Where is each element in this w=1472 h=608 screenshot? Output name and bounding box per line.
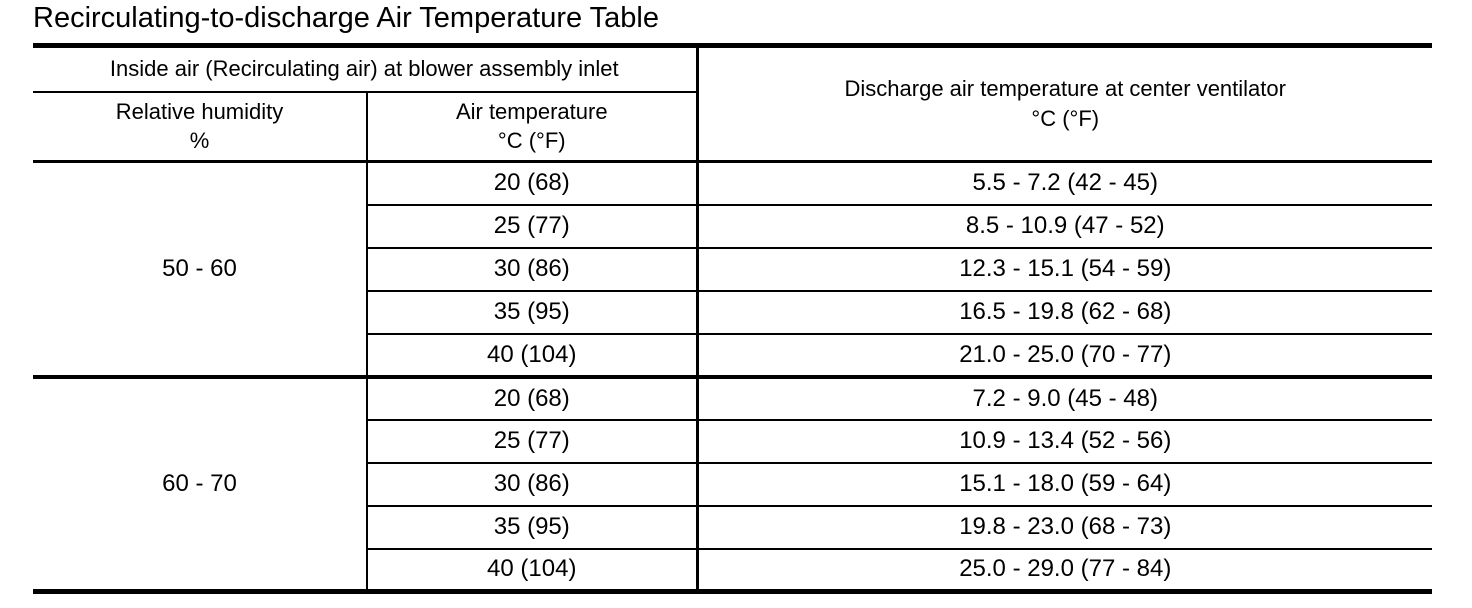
- table-row: 35 (95) 19.8 - 23.0 (68 - 73): [33, 505, 1432, 550]
- header-inside-air: Inside air (Recirculating air) at blower…: [33, 45, 697, 93]
- discharge-temperature-cell: 21.0 - 25.0 (70 - 77): [695, 333, 1432, 379]
- discharge-temperature-cell: 15.1 - 18.0 (59 - 64): [695, 462, 1432, 507]
- table-row: 25 (77) 8.5 - 10.9 (47 - 52): [33, 204, 1432, 249]
- header-relative-humidity-line1: Relative humidity: [115, 98, 284, 124]
- header-air-temperature: Air temperature °C (°F): [366, 91, 697, 163]
- page-title: Recirculating-to-discharge Air Temperatu…: [33, 2, 659, 34]
- air-temperature-cell: 35 (95): [366, 290, 697, 335]
- table-row: 35 (95) 16.5 - 19.8 (62 - 68): [33, 290, 1432, 335]
- header-relative-humidity-line2: %: [189, 128, 210, 154]
- table-row: 30 (86) 15.1 - 18.0 (59 - 64): [33, 462, 1432, 507]
- relative-humidity-cell: 50 - 60: [33, 161, 367, 379]
- table-row: 50 - 60 20 (68) 5.5 - 7.2 (42 - 45): [33, 161, 1432, 379]
- air-temperature-cell: 25 (77): [366, 419, 697, 464]
- discharge-temperature-cell: 16.5 - 19.8 (62 - 68): [695, 290, 1432, 335]
- header-discharge-line1: Discharge air temperature at center vent…: [844, 76, 1286, 102]
- table-row: 60 - 70 20 (68) 7.2 - 9.0 (45 - 48): [33, 376, 1432, 593]
- discharge-temperature-cell: 10.9 - 13.4 (52 - 56): [695, 419, 1432, 464]
- discharge-temperature-cell: 19.8 - 23.0 (68 - 73): [695, 505, 1432, 550]
- header-air-temperature-line1: Air temperature: [455, 98, 608, 124]
- discharge-temperature-cell: 12.3 - 15.1 (54 - 59): [695, 247, 1432, 292]
- discharge-temperature-cell: 7.2 - 9.0 (45 - 48): [695, 376, 1432, 421]
- air-temperature-cell: 30 (86): [366, 462, 697, 507]
- air-temperature-cell: 40 (104): [366, 333, 697, 379]
- table-header-row-2: Relative humidity % Air temperature °C (…: [33, 91, 1432, 163]
- relative-humidity-cell: 60 - 70: [33, 376, 367, 593]
- table-row: 30 (86) 12.3 - 15.1 (54 - 59): [33, 247, 1432, 292]
- air-temperature-cell: 25 (77): [366, 204, 697, 249]
- air-temperature-cell: 20 (68): [366, 376, 697, 421]
- header-air-temperature-line2: °C (°F): [497, 128, 566, 154]
- header-discharge-air-temperature: Discharge air temperature at center vent…: [695, 45, 1432, 163]
- air-temperature-cell: 20 (68): [366, 161, 697, 206]
- header-relative-humidity: Relative humidity %: [33, 91, 367, 163]
- table-row: 40 (104) 25.0 - 29.0 (77 - 84): [33, 548, 1432, 594]
- discharge-temperature-cell: 25.0 - 29.0 (77 - 84): [695, 548, 1432, 594]
- table-row: 25 (77) 10.9 - 13.4 (52 - 56): [33, 419, 1432, 464]
- air-temperature-cell: 35 (95): [366, 505, 697, 550]
- header-discharge-line2: °C (°F): [1031, 106, 1100, 131]
- table-header-row-1: Inside air (Recirculating air) at blower…: [33, 45, 1432, 163]
- discharge-temperature-cell: 8.5 - 10.9 (47 - 52): [695, 204, 1432, 249]
- air-temperature-cell: 40 (104): [366, 548, 697, 594]
- table-row: 40 (104) 21.0 - 25.0 (70 - 77): [33, 333, 1432, 379]
- air-temperature-table: Inside air (Recirculating air) at blower…: [33, 43, 1432, 594]
- air-temperature-cell: 30 (86): [366, 247, 697, 292]
- discharge-temperature-cell: 5.5 - 7.2 (42 - 45): [695, 161, 1432, 206]
